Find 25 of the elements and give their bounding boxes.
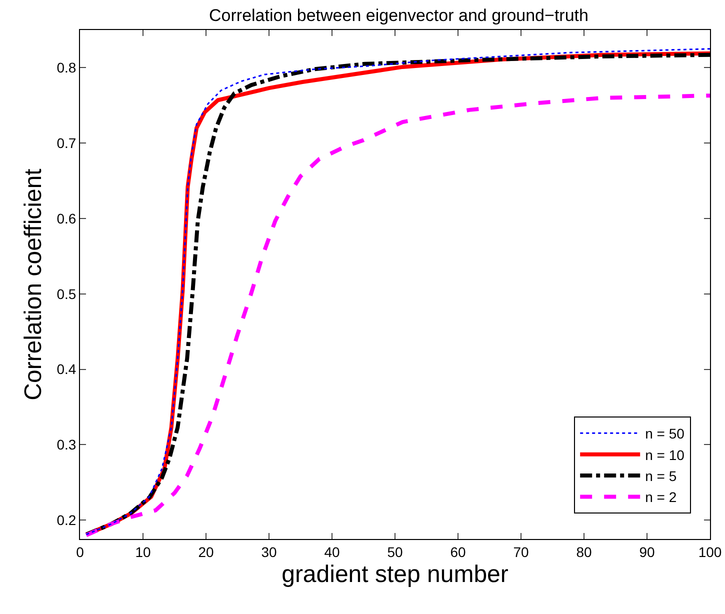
- x-tick-label: 100: [698, 544, 722, 560]
- y-tick-label: 0.8: [56, 60, 76, 76]
- legend-label: n = 50: [645, 426, 685, 442]
- x-tick-label: 80: [576, 544, 592, 560]
- x-tick-label: 90: [639, 544, 655, 560]
- y-tick-label: 0.4: [56, 361, 76, 378]
- x-tick-label: 0: [76, 544, 84, 560]
- y-axis-title: Correlation coefficient: [20, 168, 47, 400]
- legend-label: n = 5: [645, 468, 677, 484]
- x-tick-label: 30: [261, 544, 277, 560]
- chart-title: Correlation between eigenvector and ground−truth: [209, 6, 588, 26]
- y-tick-label: 0.6: [56, 210, 76, 226]
- x-tick-label: 60: [450, 544, 466, 560]
- y-tick-label: 0.3: [56, 436, 76, 453]
- y-tick-label: 0.5: [56, 286, 76, 302]
- legend-label: n = 10: [645, 446, 685, 463]
- x-tick-label: 50: [387, 544, 403, 560]
- legend-label: n = 2: [645, 489, 677, 506]
- x-tick-label: 70: [513, 544, 529, 560]
- y-tick-label: 0.7: [56, 135, 76, 152]
- y-tick-label: 0.2: [56, 512, 76, 528]
- x-tick-label: 20: [198, 544, 214, 560]
- x-axis-title: gradient step number: [282, 561, 508, 588]
- x-tick-label: 40: [324, 544, 340, 560]
- x-tick-label: 10: [135, 544, 151, 560]
